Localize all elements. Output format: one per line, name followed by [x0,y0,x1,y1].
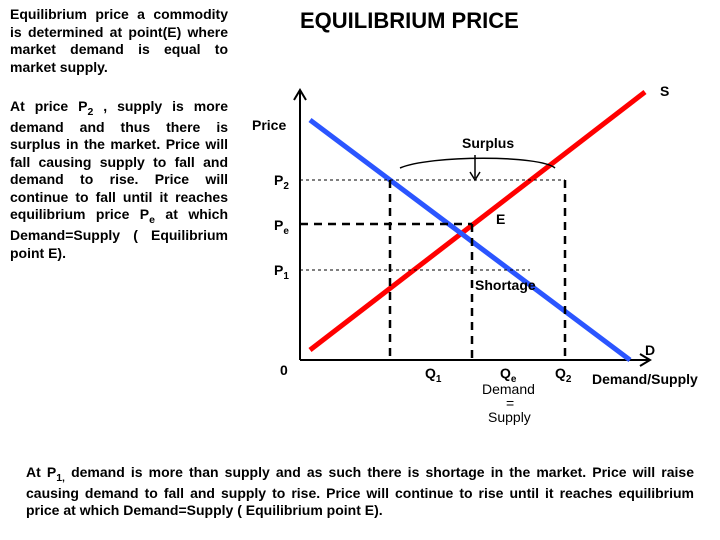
e-point-label: E [496,211,505,227]
surplus-arrow [400,158,555,168]
p1-label: P1 [274,262,289,282]
shortage-label: Shortage [475,277,536,293]
p2-label: P2 [274,172,289,192]
supply-line [310,92,645,350]
y-axis-label: Price [252,117,286,133]
surplus-paragraph: At price P2 , supply is more demand and … [10,98,228,262]
chart-title: EQUILIBRIUM PRICE [300,8,519,34]
left-column: Equilibrium price a commodity is determi… [10,6,228,262]
below-qe-3: Supply [488,409,531,425]
pe-label: Pe [274,217,289,237]
para2-a: At price P [10,98,87,114]
surplus-label: Surplus [462,135,514,151]
bottom-sub: 1, [56,472,65,484]
x-axis-label: Demand/Supply [592,371,698,387]
intro-paragraph: Equilibrium price a commodity is determi… [10,6,228,76]
s-label: S [660,83,669,99]
demand-line [310,120,630,360]
equilibrium-chart: Price 0 P2 Pe P1 Q1 Qe Q2 Demand = Suppl… [250,60,700,430]
chart-svg: Price 0 P2 Pe P1 Q1 Qe Q2 Demand = Suppl… [250,60,700,440]
d-label: D [645,342,655,358]
para2-b: , supply is more demand and thus there i… [10,98,228,222]
bottom-a: At P [26,464,56,480]
bottom-paragraph: At P1, demand is more than supply and as… [26,464,694,520]
bottom-b: demand is more than supply and as such t… [26,464,694,518]
q1-label: Q1 [425,365,442,385]
q2-label: Q2 [555,365,572,385]
origin-label: 0 [280,362,288,378]
